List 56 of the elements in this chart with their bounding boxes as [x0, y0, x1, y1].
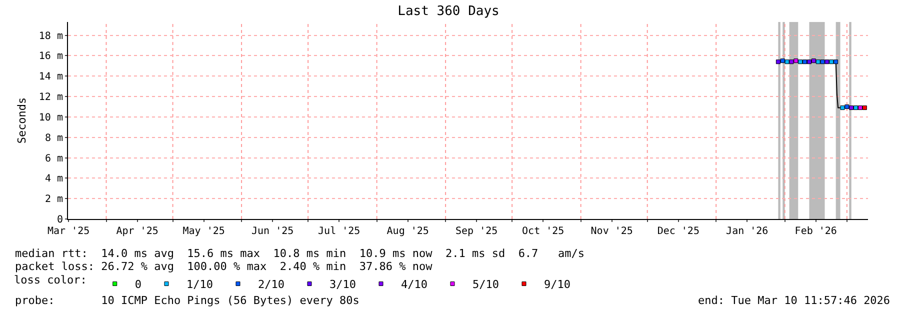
x-tick-label: Oct '25	[522, 226, 564, 237]
point	[834, 60, 838, 64]
x-tick-label: Mar '25	[47, 226, 90, 237]
legend-title: loss color:	[14, 274, 87, 287]
y-tick-label: 2 m	[44, 194, 63, 206]
legend-label: 4/10	[400, 278, 428, 292]
y-tick-label: 12 m	[38, 92, 63, 104]
x-tick-label: Sep '25	[456, 226, 498, 237]
y-axis-title: Seconds	[16, 97, 29, 144]
y-tick-label: 16 m	[38, 51, 63, 62]
point	[862, 105, 867, 110]
legend-label: 2/10	[258, 278, 284, 292]
y-tick-label: 8 m	[44, 132, 63, 144]
legend-label: 0	[134, 278, 142, 292]
point	[824, 60, 830, 64]
legend-label: 1/10	[186, 278, 213, 292]
chart-title: Last 360 Days	[398, 4, 500, 20]
point	[829, 60, 834, 64]
x-tick-label: Nov '25	[590, 226, 633, 237]
y-tick-label: 10 m	[38, 112, 63, 124]
x-tick-label: Jan '26	[726, 226, 768, 237]
point	[776, 60, 780, 64]
x-tick-label: Aug '25	[386, 226, 429, 237]
y-tick-label: 18 m	[38, 30, 63, 42]
y-tick-label: 0	[56, 214, 63, 226]
x-tick-label: Jul '25	[318, 226, 360, 237]
text: packet loss: 26.72 % avg 100.00 % max 2.40 % min 37.86 % now	[15, 260, 433, 273]
text: median rtt: 14.0 ms avg 15.6 ms max 10.8 ms min 10.9 ms now 2.1 ms sd 6.7 am/s	[15, 247, 585, 260]
point	[849, 105, 854, 110]
text: probe: 10 ICMP Echo Pings (56 Bytes) every 80s	[15, 294, 360, 307]
point	[844, 104, 850, 109]
x-tick-label: Dec '25	[657, 226, 700, 237]
y-tick-label: 14 m	[38, 72, 63, 83]
point	[858, 105, 862, 110]
point	[854, 105, 858, 110]
point	[798, 60, 803, 64]
point	[784, 60, 790, 64]
point	[780, 58, 785, 64]
point	[840, 105, 845, 110]
x-tick-label: Jun '25	[251, 226, 294, 237]
legend-label: 9/10	[544, 278, 570, 292]
y-tick-label: 6 m	[44, 153, 63, 164]
text: end: Tue Mar 10 11:57:46 2026	[698, 294, 890, 307]
point	[806, 60, 812, 64]
legend-label: 3/10	[329, 278, 356, 292]
point	[811, 58, 816, 64]
point	[820, 60, 825, 64]
x-tick-label: Apr '25	[116, 226, 158, 237]
x-tick-label: Feb '26	[794, 226, 837, 237]
x-tick-label: May '25	[182, 226, 225, 237]
point	[789, 60, 794, 64]
point	[794, 58, 798, 64]
point	[802, 60, 808, 64]
point	[816, 60, 820, 64]
y-tick-label: 4 m	[44, 174, 63, 185]
legend-label: 5/10	[472, 278, 499, 292]
